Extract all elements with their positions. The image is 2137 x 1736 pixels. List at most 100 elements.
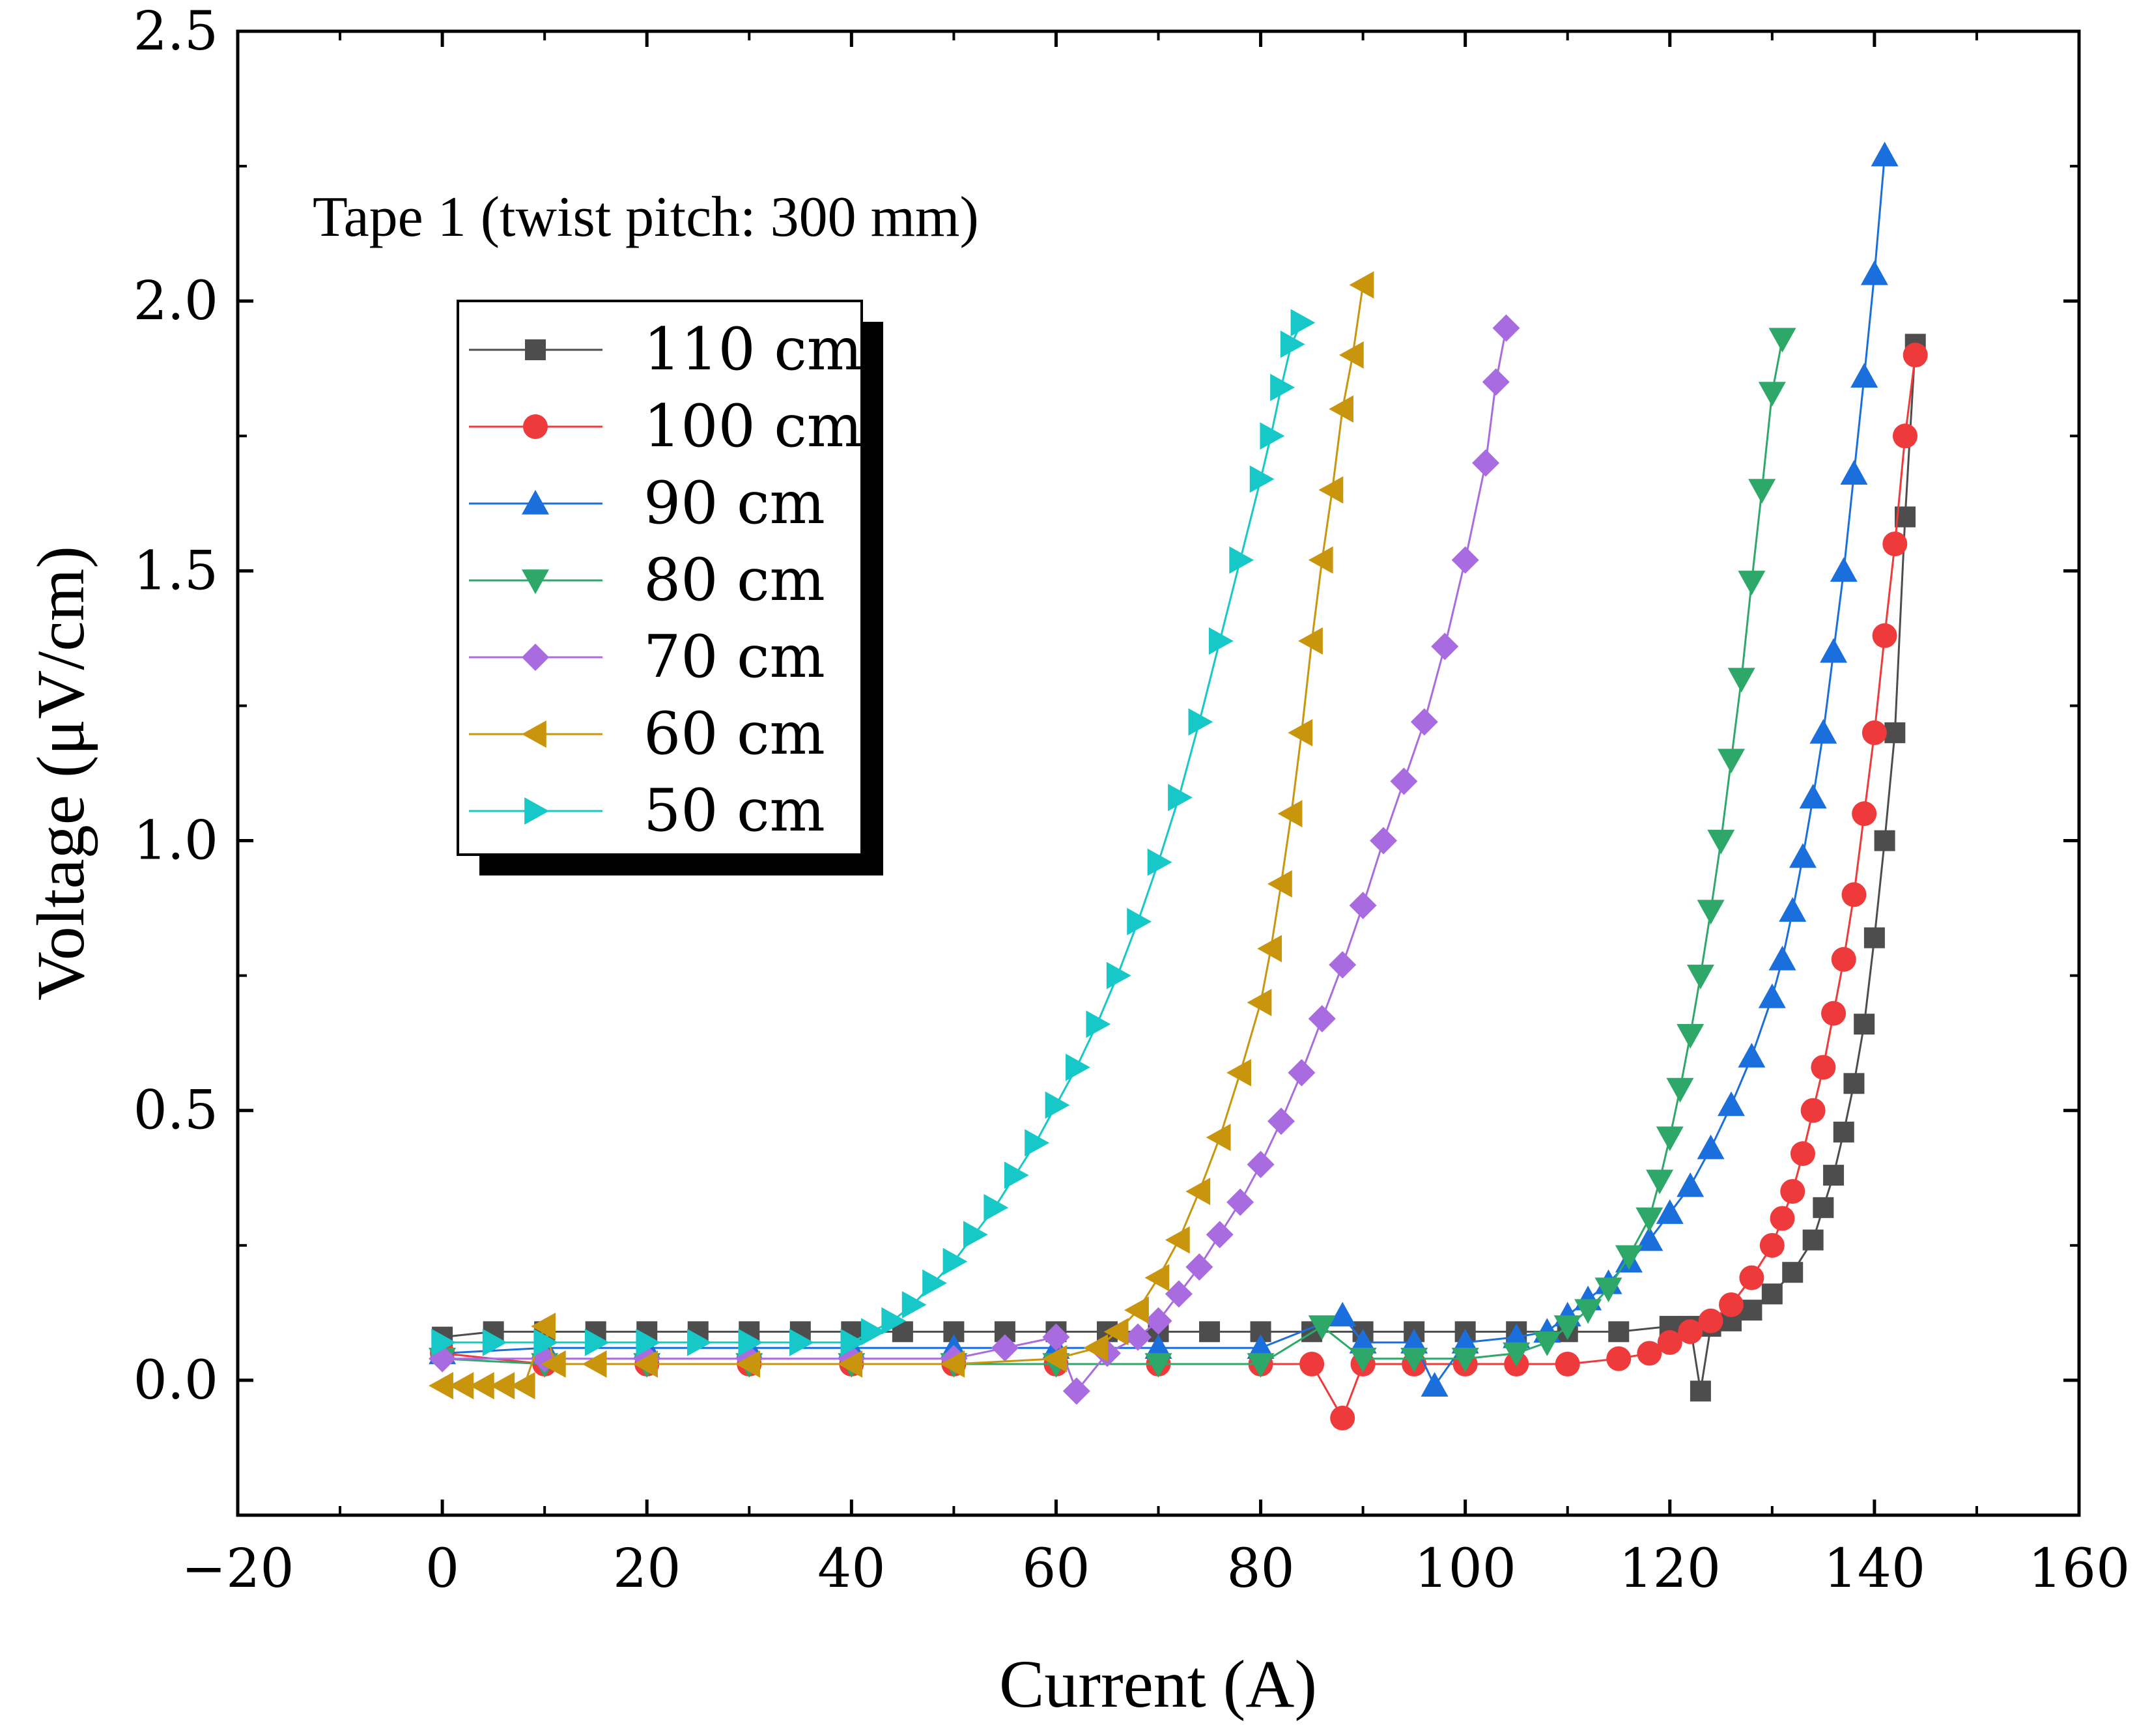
data-point-31 xyxy=(1782,1262,1804,1283)
data-point-23 xyxy=(1147,848,1172,876)
data-point-10 xyxy=(838,1350,863,1378)
data-point-36 xyxy=(1893,423,1918,449)
legend-marker-0 xyxy=(525,339,546,360)
data-point-8 xyxy=(840,1328,866,1356)
data-point-19 xyxy=(1308,1004,1336,1032)
x-tick-label: 140 xyxy=(1824,1538,1926,1600)
x-tick-label: 60 xyxy=(1022,1538,1090,1600)
data-point-26 xyxy=(1208,627,1234,655)
data-point-12 xyxy=(922,1269,947,1297)
data-point-3 xyxy=(490,1372,515,1400)
data-point-35 xyxy=(1833,1121,1854,1143)
y-tick-label: 2.0 xyxy=(134,270,218,332)
data-point-31 xyxy=(1758,382,1786,407)
data-point-11 xyxy=(1400,1347,1428,1373)
data-point-24 xyxy=(1277,800,1303,828)
data-point-22 xyxy=(1370,827,1398,855)
data-point-10 xyxy=(1330,1405,1355,1430)
data-point-37 xyxy=(1854,1014,1875,1035)
data-point-18 xyxy=(1045,1091,1070,1119)
legend-item: 90 cm xyxy=(469,469,825,537)
data-point-9 xyxy=(1329,1302,1357,1327)
data-point-5 xyxy=(531,1313,556,1341)
data-point-29 xyxy=(1492,314,1520,342)
data-point-10 xyxy=(1349,1347,1377,1373)
data-point-26 xyxy=(1790,1141,1815,1166)
data-point-6 xyxy=(541,1350,566,1378)
data-point-23 xyxy=(1697,1134,1725,1160)
legend: 110 cm 100 cm 90 cm 80 cm 70 cm 60 cm 50 cm xyxy=(457,300,883,875)
data-point-15 xyxy=(1226,1188,1254,1216)
data-point-4 xyxy=(510,1372,535,1400)
data-point-23 xyxy=(1267,870,1292,898)
data-point-11 xyxy=(940,1350,965,1378)
data-point-25 xyxy=(1738,1042,1766,1068)
data-point-33 xyxy=(1830,557,1858,582)
data-point-17 xyxy=(1025,1129,1050,1157)
data-point-26 xyxy=(1298,627,1323,655)
legend-item: 100 cm xyxy=(469,392,862,461)
data-point-17 xyxy=(1594,1277,1622,1303)
data-point-37 xyxy=(1871,141,1899,167)
data-point-7 xyxy=(789,1328,814,1356)
data-point-13 xyxy=(942,1247,968,1275)
data-point-32 xyxy=(1290,309,1316,337)
data-point-12 xyxy=(1421,1372,1449,1397)
legend-item: 50 cm xyxy=(469,776,825,845)
legend-marker-1 xyxy=(523,414,548,439)
data-point-15 xyxy=(1124,1296,1149,1324)
data-point-14 xyxy=(1103,1318,1129,1346)
data-point-25 xyxy=(1697,900,1725,925)
data-point-24 xyxy=(1686,964,1714,989)
x-axis-label: Current (A) xyxy=(999,1647,1317,1722)
data-point-33 xyxy=(1861,720,1887,745)
series-80-cm xyxy=(429,328,1796,1378)
data-point-23 xyxy=(1608,1321,1630,1343)
x-tick-label: −20 xyxy=(181,1538,294,1600)
data-point-21 xyxy=(1247,989,1272,1017)
data-point-36 xyxy=(1843,1073,1865,1094)
data-point-20 xyxy=(1698,1308,1723,1333)
data-point-24 xyxy=(1718,1091,1746,1117)
data-point-8 xyxy=(1247,1353,1275,1378)
data-point-14 xyxy=(1533,1331,1561,1356)
annotation-text: Tape 1 (twist pitch: 300 mm) xyxy=(313,186,979,249)
data-point-34 xyxy=(1823,1165,1845,1186)
data-point-1 xyxy=(449,1372,474,1400)
data-point-16 xyxy=(1574,1299,1602,1324)
data-point-38 xyxy=(1863,927,1885,948)
data-point-13 xyxy=(1503,1342,1531,1367)
series-60-cm xyxy=(429,271,1374,1400)
data-point-30 xyxy=(1270,373,1295,401)
data-point-21 xyxy=(1106,961,1131,989)
x-tick-label: 20 xyxy=(613,1538,681,1600)
data-point-34 xyxy=(1872,623,1897,648)
data-point-25 xyxy=(1288,719,1313,747)
data-point-17 xyxy=(1165,1226,1190,1254)
data-point-16 xyxy=(1144,1264,1170,1292)
y-tick-label: 1.0 xyxy=(134,810,218,872)
data-point-27 xyxy=(1308,546,1333,574)
data-point-24 xyxy=(1410,708,1438,736)
data-point-21 xyxy=(1719,1292,1744,1317)
data-point-9 xyxy=(735,1350,761,1378)
legend-items: 110 cm 100 cm 90 cm 80 cm 70 cm 60 cm 50 cm xyxy=(469,315,862,845)
y-tick-label: 1.5 xyxy=(134,540,218,602)
legend-label: 80 cm xyxy=(644,546,825,614)
data-point-10 xyxy=(881,1307,907,1335)
legend-label: 50 cm xyxy=(644,776,825,845)
data-point-22 xyxy=(1677,1172,1705,1197)
legend-label: 90 cm xyxy=(644,469,825,537)
data-point-10 xyxy=(1124,1323,1152,1351)
data-point-29 xyxy=(1741,1300,1762,1321)
data-point-20 xyxy=(1086,1010,1111,1038)
data-point-22 xyxy=(1666,1077,1694,1103)
data-point-15 xyxy=(1199,1321,1221,1343)
data-point-7 xyxy=(1144,1353,1172,1378)
x-tick-label: 0 xyxy=(425,1538,459,1600)
y-tick-label: 0.0 xyxy=(134,1350,218,1412)
data-point-19 xyxy=(1678,1319,1703,1345)
data-point-31 xyxy=(1349,271,1374,299)
x-tick-label: 100 xyxy=(1414,1538,1516,1600)
